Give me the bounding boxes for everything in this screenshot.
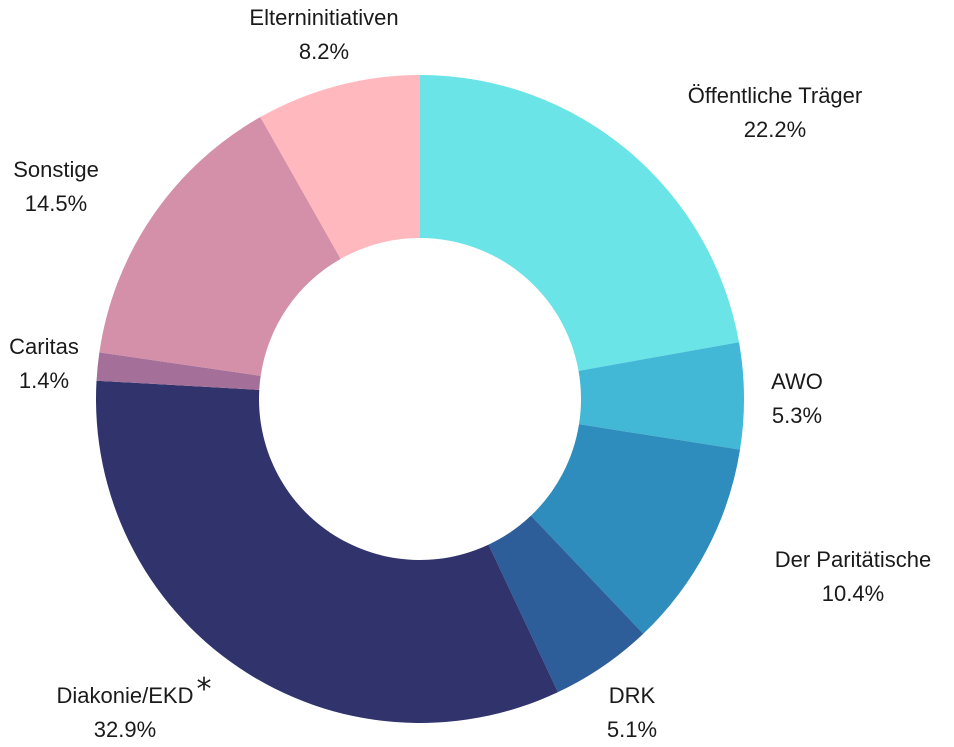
slice-oeffentliche-traeger — [420, 75, 739, 371]
slice-caritas — [96, 352, 261, 390]
slice-sonstige — [99, 117, 341, 376]
label-der-paritaetische: Der Paritätische — [775, 547, 932, 572]
value-caritas: 1.4% — [19, 368, 69, 393]
label-diakonie-ekd: Diakonie/EKD — [57, 683, 194, 708]
value-drk: 5.1% — [607, 717, 657, 742]
slice-drk — [488, 515, 644, 693]
label-sonstige: Sonstige — [13, 157, 99, 182]
slice-der-paritaetische — [530, 424, 741, 634]
value-elterninitiativen: 8.2% — [299, 39, 349, 64]
value-diakonie-ekd: 32.9% — [94, 717, 156, 742]
marker-diakonie-ekd: * — [196, 672, 211, 707]
value-awo: 5.3% — [772, 403, 822, 428]
slice-awo — [578, 342, 744, 450]
label-awo: AWO — [771, 369, 823, 394]
slice-elterninitiativen — [260, 75, 420, 259]
label-caritas: Caritas — [9, 334, 79, 359]
slice-labels: Öffentliche Träger 22.2% AWO 5.3% Der Paritä… — [9, 5, 931, 742]
label-drk: DRK — [609, 683, 656, 708]
donut-slices — [96, 75, 744, 723]
value-sonstige: 14.5% — [25, 191, 87, 216]
label-elterninitiativen: Elterninitiativen — [249, 5, 398, 30]
label-oeffentliche-traeger: Öffentliche Träger — [688, 83, 862, 108]
slice-diakonie-ekd — [96, 380, 558, 723]
value-oeffentliche-traeger: 22.2% — [744, 117, 806, 142]
value-der-paritaetische: 10.4% — [822, 581, 884, 606]
